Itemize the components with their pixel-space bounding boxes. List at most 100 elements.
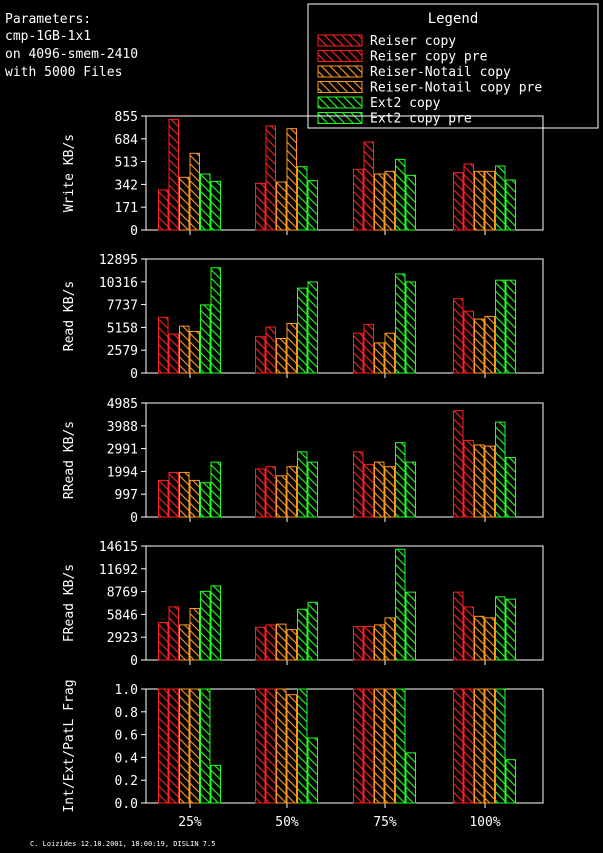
bar — [297, 287, 308, 374]
bar — [200, 304, 211, 374]
legend-entry: Reiser-Notail copy — [370, 65, 511, 80]
y-axis-title: Write KB/s — [62, 134, 77, 212]
bar — [200, 482, 211, 518]
bar — [395, 273, 406, 374]
bar — [484, 445, 495, 518]
bar — [307, 737, 318, 804]
bar — [353, 332, 364, 374]
bar — [255, 626, 266, 661]
x-tick-label: 25% — [178, 815, 202, 830]
bar — [189, 608, 200, 661]
bar — [363, 323, 374, 374]
bar — [453, 591, 464, 661]
bar — [158, 189, 169, 231]
bar — [374, 342, 385, 374]
bar — [495, 165, 506, 231]
y-tick-label: 12895 — [99, 253, 138, 268]
bar — [210, 267, 221, 374]
footer-credit: C. Loizides 12.10.2001, 18:00:19, DISLIN… — [30, 840, 215, 848]
y-tick-label: 997 — [115, 488, 138, 503]
bar — [453, 298, 464, 374]
y-axis-title: FRead KB/s — [62, 564, 77, 642]
bar — [200, 173, 211, 231]
bar — [484, 688, 495, 804]
y-tick-label: 0.6 — [115, 729, 138, 744]
bar — [297, 451, 308, 518]
bar — [179, 471, 190, 518]
bar — [384, 688, 395, 804]
chart-panel: 0 2579 5158 7737 10316 12895 Read KB/s — [62, 253, 544, 382]
y-tick-label: 342 — [115, 178, 138, 193]
bar — [405, 752, 416, 804]
bar — [307, 461, 318, 518]
y-tick-label: 513 — [115, 156, 138, 171]
params-line: Parameters: — [5, 12, 91, 27]
chart-panels: 0 171 342 513 684 855 Write KB/s 0 2579 5158 7737 1… — [62, 110, 544, 813]
y-tick-label: 0 — [130, 654, 138, 669]
bar — [384, 466, 395, 518]
bar — [463, 688, 474, 804]
legend-entry: Ext2 copy pre — [370, 112, 472, 127]
bar — [384, 617, 395, 661]
bar — [405, 281, 416, 374]
bar — [374, 624, 385, 661]
bar — [505, 457, 516, 518]
bar — [179, 176, 190, 231]
bar — [474, 318, 485, 374]
bar — [363, 141, 374, 231]
bar — [474, 170, 485, 231]
bar — [505, 179, 516, 231]
legend-title: Legend — [428, 11, 479, 27]
plot-frame — [145, 688, 544, 804]
bar — [395, 442, 406, 518]
bar — [307, 601, 318, 661]
bar — [384, 332, 395, 374]
bar — [200, 590, 211, 661]
bar — [265, 624, 276, 661]
bar — [276, 688, 287, 804]
x-tick-label: 50% — [275, 815, 299, 830]
bar — [353, 451, 364, 518]
bar — [374, 688, 385, 804]
y-tick-label: 0 — [130, 511, 138, 526]
bar — [297, 166, 308, 231]
y-tick-label: 0 — [130, 367, 138, 382]
bar — [297, 688, 308, 804]
bar — [505, 759, 516, 804]
bar — [463, 310, 474, 374]
bar — [286, 629, 297, 661]
chart-panel: 0 2923 5846 8769 11692 14615 FRead KB/s — [62, 540, 544, 669]
bar — [158, 688, 169, 804]
bar — [495, 596, 506, 661]
y-tick-label: 0.2 — [115, 774, 138, 789]
bar — [189, 330, 200, 374]
bar — [189, 152, 200, 231]
y-tick-label: 8769 — [107, 586, 138, 601]
bar — [179, 688, 190, 804]
bar — [286, 322, 297, 374]
params-line: on 4096-smem-2410 — [5, 47, 138, 62]
bar — [495, 279, 506, 374]
plot-frame — [145, 258, 544, 374]
bar — [353, 688, 364, 804]
bar — [384, 170, 395, 231]
y-tick-label: 684 — [115, 133, 139, 148]
legend-entry: Reiser copy pre — [370, 50, 488, 65]
bar — [255, 182, 266, 231]
y-tick-label: 3988 — [107, 420, 138, 435]
bar — [453, 410, 464, 518]
bar — [374, 461, 385, 518]
bar — [276, 181, 287, 231]
bar — [474, 688, 485, 804]
legend-entry: Reiser copy — [370, 34, 456, 49]
y-tick-label: 14615 — [99, 540, 138, 555]
bar — [505, 598, 516, 661]
chart-panel: 0.0 0.2 0.4 0.6 0.8 1.0 Int/Ext/PatL Frag — [62, 679, 544, 813]
bar — [395, 688, 406, 804]
y-tick-label: 10316 — [99, 276, 138, 291]
y-tick-label: 0 — [130, 224, 138, 239]
bar — [276, 475, 287, 518]
bar — [265, 466, 276, 518]
bar — [484, 170, 495, 231]
params-line: cmp-1GB-1x1 — [5, 29, 91, 44]
